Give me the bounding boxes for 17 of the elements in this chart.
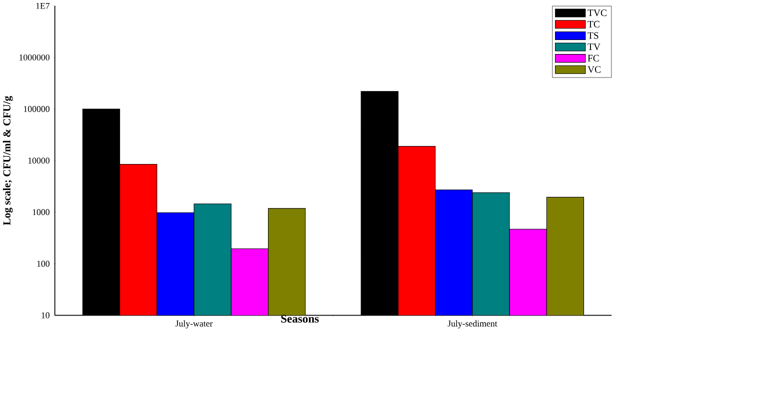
y-axis-title: Log scale; CFU/ml & CFU/g xyxy=(2,96,13,226)
x-axis-title: Seasons xyxy=(281,315,319,323)
y-tick-label: 1E7 xyxy=(36,3,50,10)
legend-label: TC xyxy=(588,21,600,28)
legend-label: VC xyxy=(588,66,600,74)
y-tick-label: 10000 xyxy=(28,158,50,164)
x-tick-label: July-water xyxy=(175,320,213,329)
y-tick-label: 100000 xyxy=(24,106,50,112)
x-tick-label: July-sediment xyxy=(448,320,498,329)
y-tick-label: 1000 xyxy=(32,209,50,216)
legend-label: FC xyxy=(588,55,599,62)
y-tick-label: 10 xyxy=(42,312,50,319)
legend-label: TS xyxy=(588,32,598,40)
y-tick-label: 1000000 xyxy=(20,54,50,61)
y-tick-label: 100 xyxy=(37,260,50,267)
legend-label: TVC xyxy=(588,10,606,16)
legend-label: TV xyxy=(588,44,600,50)
